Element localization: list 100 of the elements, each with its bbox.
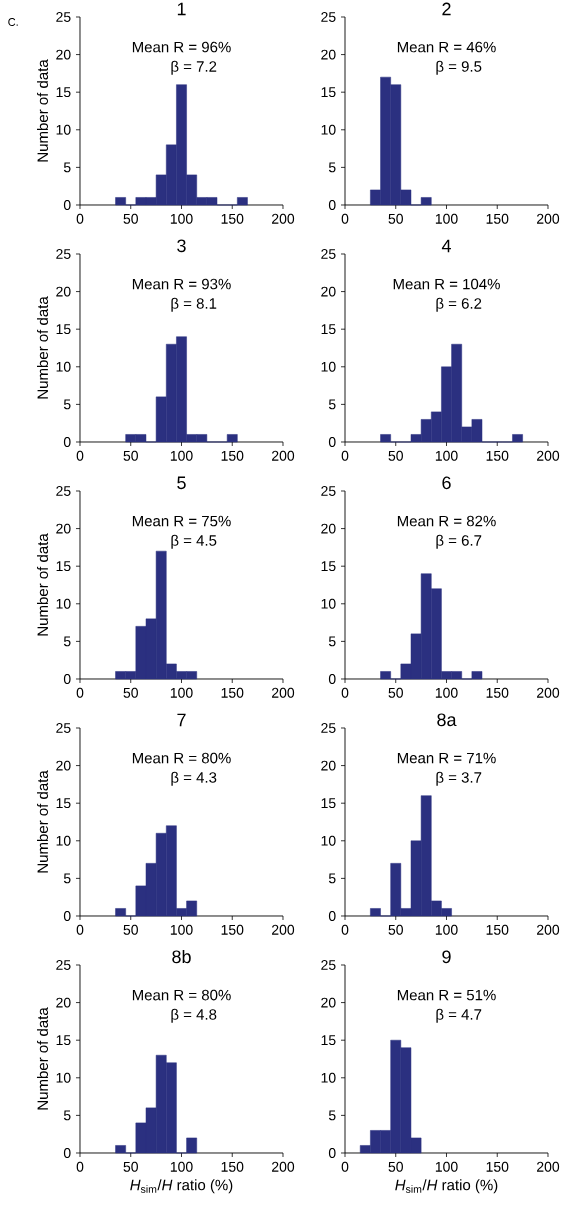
y-tick-label: 0 [63, 674, 71, 684]
y-tick-label: 10 [321, 835, 336, 846]
x-tick-label: 100 [435, 687, 458, 698]
x-tick-label: 150 [486, 687, 509, 698]
y-tick-label: 20 [56, 760, 71, 771]
x-tick-label: 0 [341, 924, 349, 935]
x-tick-label: 50 [388, 213, 403, 224]
y-tick-label: 15 [56, 324, 71, 335]
y-tick-label: 25 [56, 12, 71, 22]
x-tick-label: 0 [76, 1161, 84, 1172]
annotation: β = 9.5 [436, 60, 482, 75]
chart-title: 8a [437, 713, 457, 727]
y-tick-label: 25 [321, 12, 336, 22]
y-axis-title: Number of data [37, 1007, 49, 1110]
y-axis-title: Number of data [37, 533, 49, 636]
x-tick-label: 50 [123, 687, 138, 698]
y-tick-label: 0 [63, 437, 71, 447]
x-tick-label: 150 [486, 450, 509, 461]
y-axis-title: Number of data [37, 59, 49, 162]
x-axis-title: H$_{sim}$/H ratio (%) [395, 1179, 498, 1194]
annotation: Mean R = 71% [397, 752, 496, 764]
y-tick-label: 20 [321, 997, 336, 1008]
annotation: β = 4.5 [171, 534, 217, 549]
y-tick-label: 20 [56, 286, 71, 297]
annotation: β = 8.1 [171, 297, 217, 312]
y-tick-label: 20 [56, 523, 71, 534]
x-tick-label: 50 [123, 1161, 138, 1172]
y-tick-label: 0 [328, 674, 336, 684]
chart-title: 4 [441, 239, 451, 253]
chart-title: 6 [442, 476, 451, 490]
x-tick-label: 0 [76, 924, 84, 935]
text: C. [8, 18, 18, 26]
y-tick-label: 25 [56, 960, 71, 970]
y-axis-title: Number of data [37, 296, 49, 399]
y-tick-label: 10 [56, 1072, 71, 1083]
chart-title: 9 [442, 950, 451, 964]
x-tick-label: 200 [272, 687, 295, 698]
y-tick-label: 5 [63, 399, 71, 410]
y-tick-label: 15 [321, 1035, 336, 1046]
x-tick-label: 0 [76, 213, 84, 224]
x-tick-label: 150 [221, 213, 244, 224]
y-tick-label: 0 [63, 1148, 71, 1158]
x-tick-label: 50 [388, 924, 403, 935]
y-tick-label: 25 [56, 486, 71, 496]
x-tick-label: 100 [435, 1161, 458, 1172]
chart-title: 2 [442, 2, 451, 16]
annotation: Mean R = 80% [132, 752, 231, 764]
x-tick-label: 200 [537, 687, 560, 698]
y-tick-label: 15 [321, 324, 336, 335]
y-tick-label: 5 [63, 1110, 71, 1121]
annotation: β = 3.7 [436, 771, 482, 786]
y-tick-label: 25 [321, 249, 336, 259]
y-tick-label: 15 [56, 798, 71, 809]
annotation: Mean R = 93% [132, 278, 231, 290]
x-tick-label: 200 [272, 213, 295, 224]
y-tick-label: 10 [321, 598, 336, 609]
y-tick-label: 0 [63, 911, 71, 921]
x-tick-label: 200 [537, 924, 560, 935]
x-tick-label: 50 [388, 687, 403, 698]
x-tick-label: 100 [170, 924, 193, 935]
x-tick-label: 150 [221, 924, 244, 935]
y-tick-label: 0 [328, 200, 336, 210]
y-tick-label: 5 [328, 873, 336, 884]
chart-title: 7 [177, 713, 186, 727]
x-tick-label: 0 [341, 450, 349, 461]
chart-title: 8b [172, 949, 191, 964]
y-tick-label: 5 [328, 636, 336, 647]
annotation: Mean R = 51% [397, 989, 496, 1001]
x-tick-label: 50 [388, 450, 403, 461]
y-tick-label: 10 [321, 124, 336, 135]
x-tick-label: 200 [272, 450, 295, 461]
y-tick-label: 10 [321, 361, 336, 372]
annotation: Mean R = 104% [393, 278, 500, 290]
x-tick-label: 150 [486, 213, 509, 224]
y-tick-label: 20 [321, 286, 336, 297]
x-tick-label: 150 [221, 687, 244, 698]
y-tick-label: 10 [56, 361, 71, 372]
y-tick-label: 10 [56, 835, 71, 846]
x-tick-label: 0 [341, 687, 349, 698]
y-tick-label: 10 [321, 1072, 336, 1083]
annotation: β = 6.7 [436, 534, 482, 549]
x-tick-label: 200 [537, 213, 560, 224]
x-tick-label: 200 [537, 1161, 560, 1172]
y-tick-label: 5 [328, 162, 336, 173]
annotation: β = 4.3 [171, 771, 217, 786]
y-tick-label: 20 [321, 49, 336, 60]
y-tick-label: 25 [321, 960, 336, 970]
x-tick-label: 200 [272, 1161, 295, 1172]
annotation: Mean R = 96% [132, 41, 231, 53]
x-tick-label: 0 [341, 213, 349, 224]
x-tick-label: 150 [221, 450, 244, 461]
annotation: β = 4.8 [171, 1008, 217, 1023]
x-tick-label: 150 [221, 1161, 244, 1172]
y-tick-label: 10 [56, 598, 71, 609]
x-tick-label: 150 [486, 924, 509, 935]
x-tick-label: 100 [170, 1161, 193, 1172]
annotation: Mean R = 82% [397, 515, 496, 527]
annotation: Mean R = 80% [132, 989, 231, 1001]
y-tick-label: 25 [321, 723, 336, 733]
x-tick-label: 50 [123, 450, 138, 461]
